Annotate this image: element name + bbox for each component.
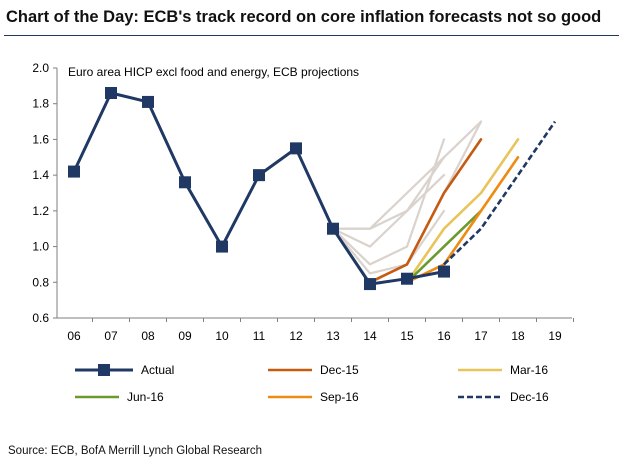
title-divider	[4, 35, 619, 36]
data-point-actual	[68, 165, 80, 178]
legend-label: Sep-16	[320, 390, 359, 404]
data-point-actual	[290, 142, 302, 155]
legend-label: Jun-16	[127, 390, 164, 404]
x-tick-label: 08	[141, 329, 155, 343]
chart: 0.6 0.8 1.0 1.2 1.4 1.6 1.8 2.0 06 07 08 09 10 11 12 13…	[32, 61, 574, 404]
x-tick-label: 15	[400, 329, 414, 343]
series-line-dec-15	[368, 138, 483, 284]
series-line-earlier-projection	[331, 209, 446, 275]
series-line-earlier-projection	[331, 120, 483, 230]
y-tick-label: 0.8	[32, 275, 49, 289]
series-line-jun-16	[405, 209, 483, 284]
data-point-actual	[253, 169, 265, 182]
x-tick-label: 17	[474, 329, 488, 343]
y-tick-label: 1.4	[32, 168, 49, 182]
legend-label: Mar-16	[510, 363, 548, 377]
x-tick-label: 16	[437, 329, 451, 343]
data-point-actual	[401, 272, 413, 285]
data-point-actual	[327, 222, 339, 235]
x-tick-label: 19	[548, 329, 562, 343]
legend-label: Dec-16	[510, 390, 549, 404]
x-tick-label: 07	[104, 329, 118, 343]
x-tick-label: 06	[67, 329, 81, 343]
data-point-actual	[105, 87, 117, 99]
legend-marker	[98, 364, 110, 376]
x-tick-label: 11	[253, 329, 266, 343]
x-tick-label: 13	[326, 329, 340, 343]
x-tick-label: 12	[289, 329, 303, 343]
series-line-earlier-projection	[331, 138, 446, 266]
series-line-mar-16	[405, 138, 520, 284]
series-line-sep-16	[405, 156, 520, 284]
data-point-actual	[216, 240, 228, 253]
x-tick-label: 09	[178, 329, 192, 343]
chart-series	[68, 87, 557, 291]
legend-label: Actual	[141, 363, 174, 377]
series-line-earlier-projection	[331, 120, 483, 284]
chart-axes: 0.6 0.8 1.0 1.2 1.4 1.6 1.8 2.0 06 07 08 09 10 11 12 13…	[32, 61, 574, 343]
data-point-actual	[364, 278, 376, 291]
y-tick-label: 2.0	[32, 61, 49, 75]
chart-note: Euro area HICP excl food and energy, ECB…	[68, 65, 359, 79]
y-tick-label: 1.0	[32, 240, 49, 254]
data-point-actual	[142, 95, 154, 108]
x-tick-label: 14	[363, 329, 377, 343]
series-line-dec-16	[443, 120, 557, 266]
source-note: Source: ECB, BofA Merrill Lynch Global R…	[8, 445, 262, 457]
y-tick-label: 0.6	[32, 311, 49, 325]
chart-legend: Actual Dec-15 Mar-16 Jun-16 Sep-16 Dec-16	[75, 363, 549, 404]
legend-label: Dec-15	[320, 363, 359, 377]
data-point-actual	[179, 176, 191, 189]
data-point-actual	[438, 265, 450, 278]
y-tick-label: 1.6	[32, 132, 49, 146]
page-title: Chart of the Day: ECB's track record on …	[6, 8, 602, 26]
series-line-earlier-projection	[331, 156, 446, 248]
y-tick-label: 1.8	[32, 97, 49, 111]
x-tick-label: 18	[511, 329, 525, 343]
x-tick-label: 10	[215, 329, 229, 343]
y-tick-label: 1.2	[32, 204, 49, 218]
